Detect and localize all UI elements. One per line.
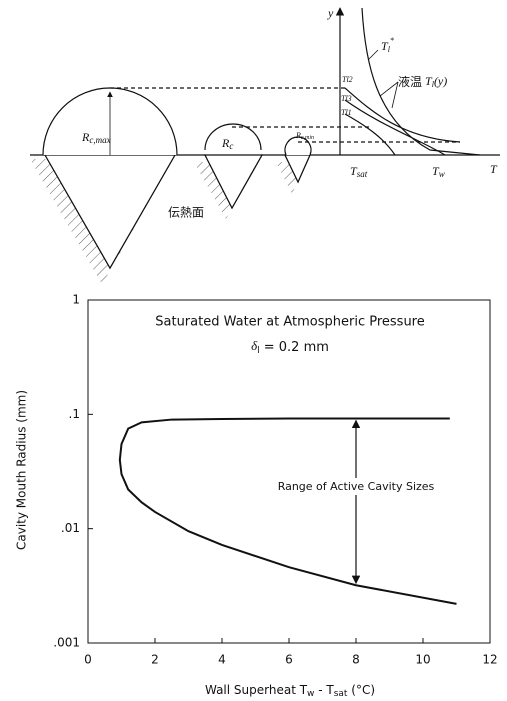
leader	[379, 81, 399, 97]
x-tick-label: 4	[218, 653, 226, 667]
x-tick-label: 0	[84, 653, 92, 667]
annotation: Range of Active Cavity Sizes	[278, 480, 435, 493]
label: 液温 Tl(y)	[398, 74, 447, 89]
bubble	[204, 123, 262, 151]
x-tick-label: 8	[352, 653, 360, 667]
x-axis-title: Wall Superheat Tw - Tsat (°C)	[205, 683, 375, 699]
x-tick-label: 2	[151, 653, 159, 667]
label: Tl*	[381, 36, 394, 54]
x-tick-label: 10	[415, 653, 430, 667]
label: Rc,max	[81, 130, 111, 145]
annotation: δl = 0.2 mm	[251, 338, 329, 356]
label: Rc,min	[295, 131, 314, 142]
y-tick-label: .1	[69, 407, 80, 421]
annotation: Saturated Water at Atmospheric Pressure	[155, 315, 425, 330]
label-bg	[273, 478, 439, 495]
label: Tsat	[350, 164, 368, 179]
label: Tw	[432, 164, 445, 179]
label: Tl2	[342, 75, 353, 84]
label: 伝熱面	[168, 206, 204, 220]
chart: Saturated Water at Atmospheric Pressure …	[15, 293, 498, 699]
y-axis-title: Cavity Mouth Radius (mm)	[15, 390, 29, 550]
bubble	[284, 136, 312, 156]
diagram	[30, 7, 500, 284]
label: Tl3	[341, 94, 352, 103]
label: T	[490, 162, 498, 176]
curve	[118, 417, 457, 605]
leader	[391, 81, 399, 109]
leader	[367, 49, 379, 61]
y-tick-label: 1	[72, 293, 80, 307]
cavity	[204, 154, 264, 210]
label: Tl1	[341, 108, 352, 117]
y-tick-label: .001	[53, 636, 80, 650]
x-tick-label: 12	[482, 653, 497, 667]
label: y	[327, 6, 334, 20]
label: Rc	[221, 136, 233, 151]
temp-curve	[344, 113, 396, 156]
temp-curve	[344, 99, 446, 156]
temp-curve	[344, 87, 461, 143]
x-tick-label: 6	[285, 653, 293, 667]
y-tick-label: .01	[61, 521, 80, 535]
t-star-curve	[361, 7, 481, 156]
